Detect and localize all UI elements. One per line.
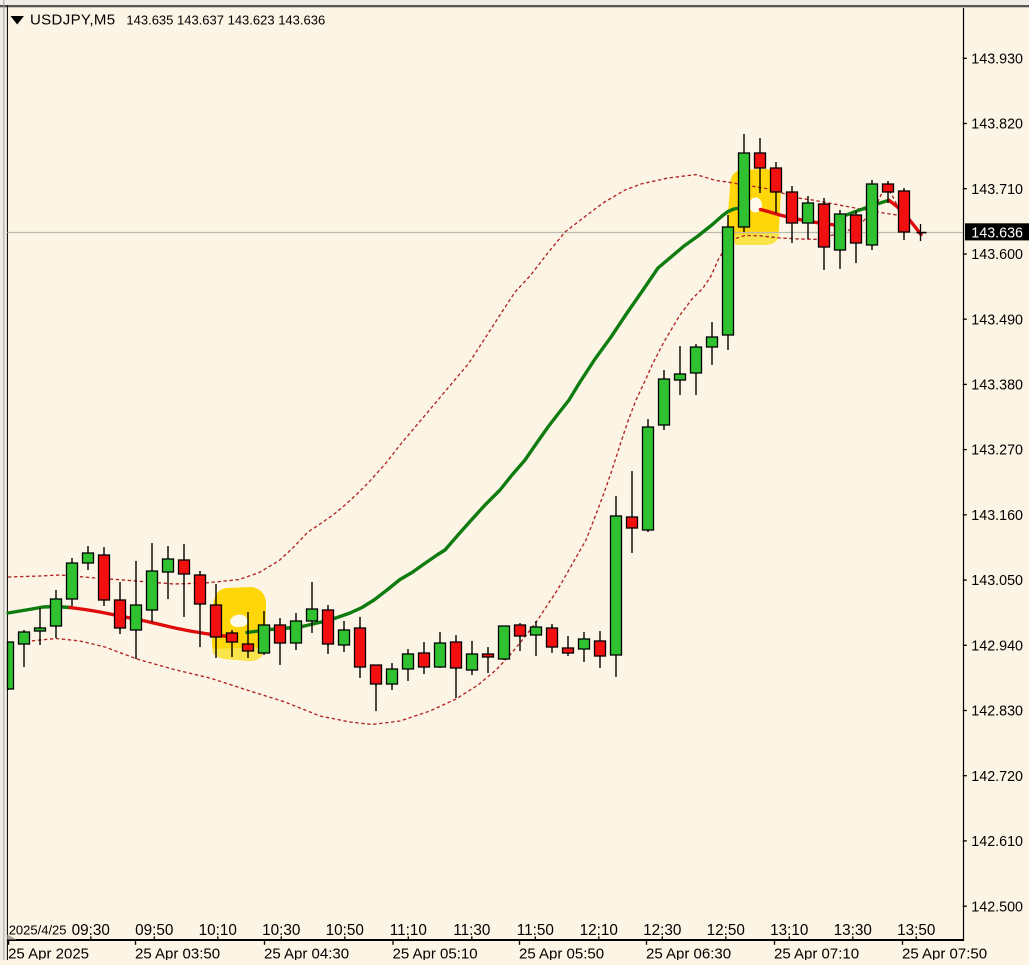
svg-text:143.930: 143.930: [971, 51, 1023, 67]
svg-text:12:10: 12:10: [580, 922, 618, 939]
svg-text:10:50: 10:50: [326, 922, 364, 939]
svg-text:2025/4/25: 2025/4/25: [9, 922, 67, 937]
svg-text:25 Apr 04:30: 25 Apr 04:30: [264, 945, 349, 960]
svg-text:143.710: 143.710: [971, 182, 1023, 198]
svg-text:10:10: 10:10: [199, 922, 237, 939]
svg-text:09:50: 09:50: [135, 922, 173, 939]
svg-text:142.500: 142.500: [971, 899, 1023, 915]
svg-text:143.270: 143.270: [971, 443, 1023, 459]
svg-text:143.160: 143.160: [971, 508, 1023, 524]
svg-text:25 Apr 07:50: 25 Apr 07:50: [902, 945, 987, 960]
svg-text:12:30: 12:30: [643, 922, 681, 939]
svg-text:143.380: 143.380: [971, 378, 1023, 394]
svg-text:12:50: 12:50: [707, 922, 745, 939]
svg-text:09:30: 09:30: [72, 922, 110, 939]
svg-text:25 Apr 05:50: 25 Apr 05:50: [519, 945, 604, 960]
svg-text:142.720: 142.720: [971, 769, 1023, 785]
svg-text:11:50: 11:50: [517, 922, 554, 939]
svg-text:25 Apr 2025: 25 Apr 2025: [8, 945, 89, 960]
svg-text:143.050: 143.050: [971, 573, 1023, 589]
svg-text:25 Apr 06:30: 25 Apr 06:30: [646, 945, 731, 960]
svg-text:142.830: 142.830: [971, 704, 1023, 720]
svg-text:143.490: 143.490: [971, 312, 1023, 328]
svg-text:143.820: 143.820: [971, 117, 1023, 133]
svg-text:143.636: 143.636: [971, 225, 1023, 241]
svg-text:143.635 143.637 143.623 143.63: 143.635 143.637 143.623 143.636: [126, 13, 325, 28]
svg-text:143.600: 143.600: [971, 247, 1023, 263]
svg-text:142.610: 142.610: [971, 834, 1023, 850]
svg-text:13:30: 13:30: [834, 922, 872, 939]
svg-text:USDJPY,M5: USDJPY,M5: [30, 12, 115, 29]
svg-text:11:30: 11:30: [453, 922, 490, 939]
svg-text:13:50: 13:50: [897, 922, 935, 939]
svg-text:25 Apr 05:10: 25 Apr 05:10: [393, 945, 478, 960]
svg-text:25 Apr 03:50: 25 Apr 03:50: [135, 945, 220, 960]
svg-text:142.940: 142.940: [971, 638, 1023, 654]
svg-text:10:30: 10:30: [262, 922, 300, 939]
svg-text:11:10: 11:10: [390, 922, 427, 939]
svg-text:13:10: 13:10: [770, 922, 808, 939]
svg-text:25 Apr 07:10: 25 Apr 07:10: [774, 945, 859, 960]
